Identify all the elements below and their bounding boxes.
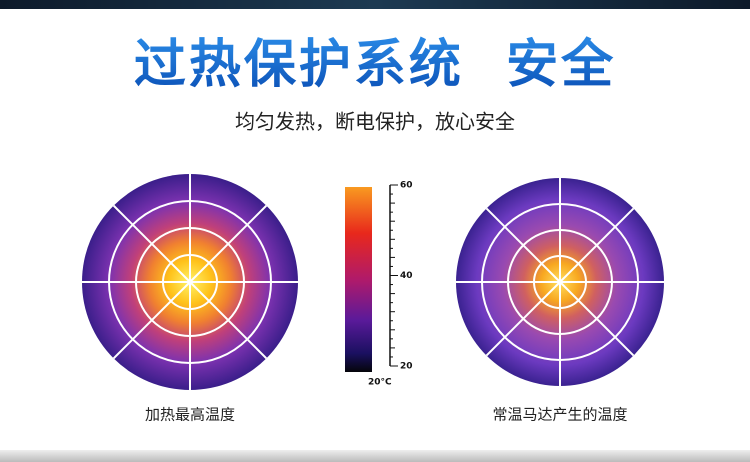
spoke xyxy=(189,204,268,283)
spoke xyxy=(112,281,191,360)
scale-label: 60 xyxy=(400,181,413,191)
colorbar-scale: 60 40 20 xyxy=(389,181,413,372)
caption-left: 加热最高温度 xyxy=(145,406,235,424)
top-band xyxy=(0,0,750,9)
subtitle: 均匀发热，断电保护，放心安全 xyxy=(235,110,515,134)
scale-label: 40 xyxy=(400,271,413,281)
title: 过热保护系统 安全 xyxy=(134,35,616,95)
spoke xyxy=(559,207,635,283)
thermal-images xyxy=(82,174,664,390)
colorbar xyxy=(345,187,372,372)
spoke xyxy=(485,281,561,357)
spoke xyxy=(112,204,191,283)
spoke xyxy=(559,281,635,357)
bottom-band xyxy=(0,450,750,462)
unit-label: 20°C xyxy=(368,378,392,388)
caption-right: 常温马达产生的温度 xyxy=(492,406,627,424)
spoke xyxy=(485,207,561,283)
spoke xyxy=(189,281,268,360)
scale-label: 20 xyxy=(400,362,413,372)
